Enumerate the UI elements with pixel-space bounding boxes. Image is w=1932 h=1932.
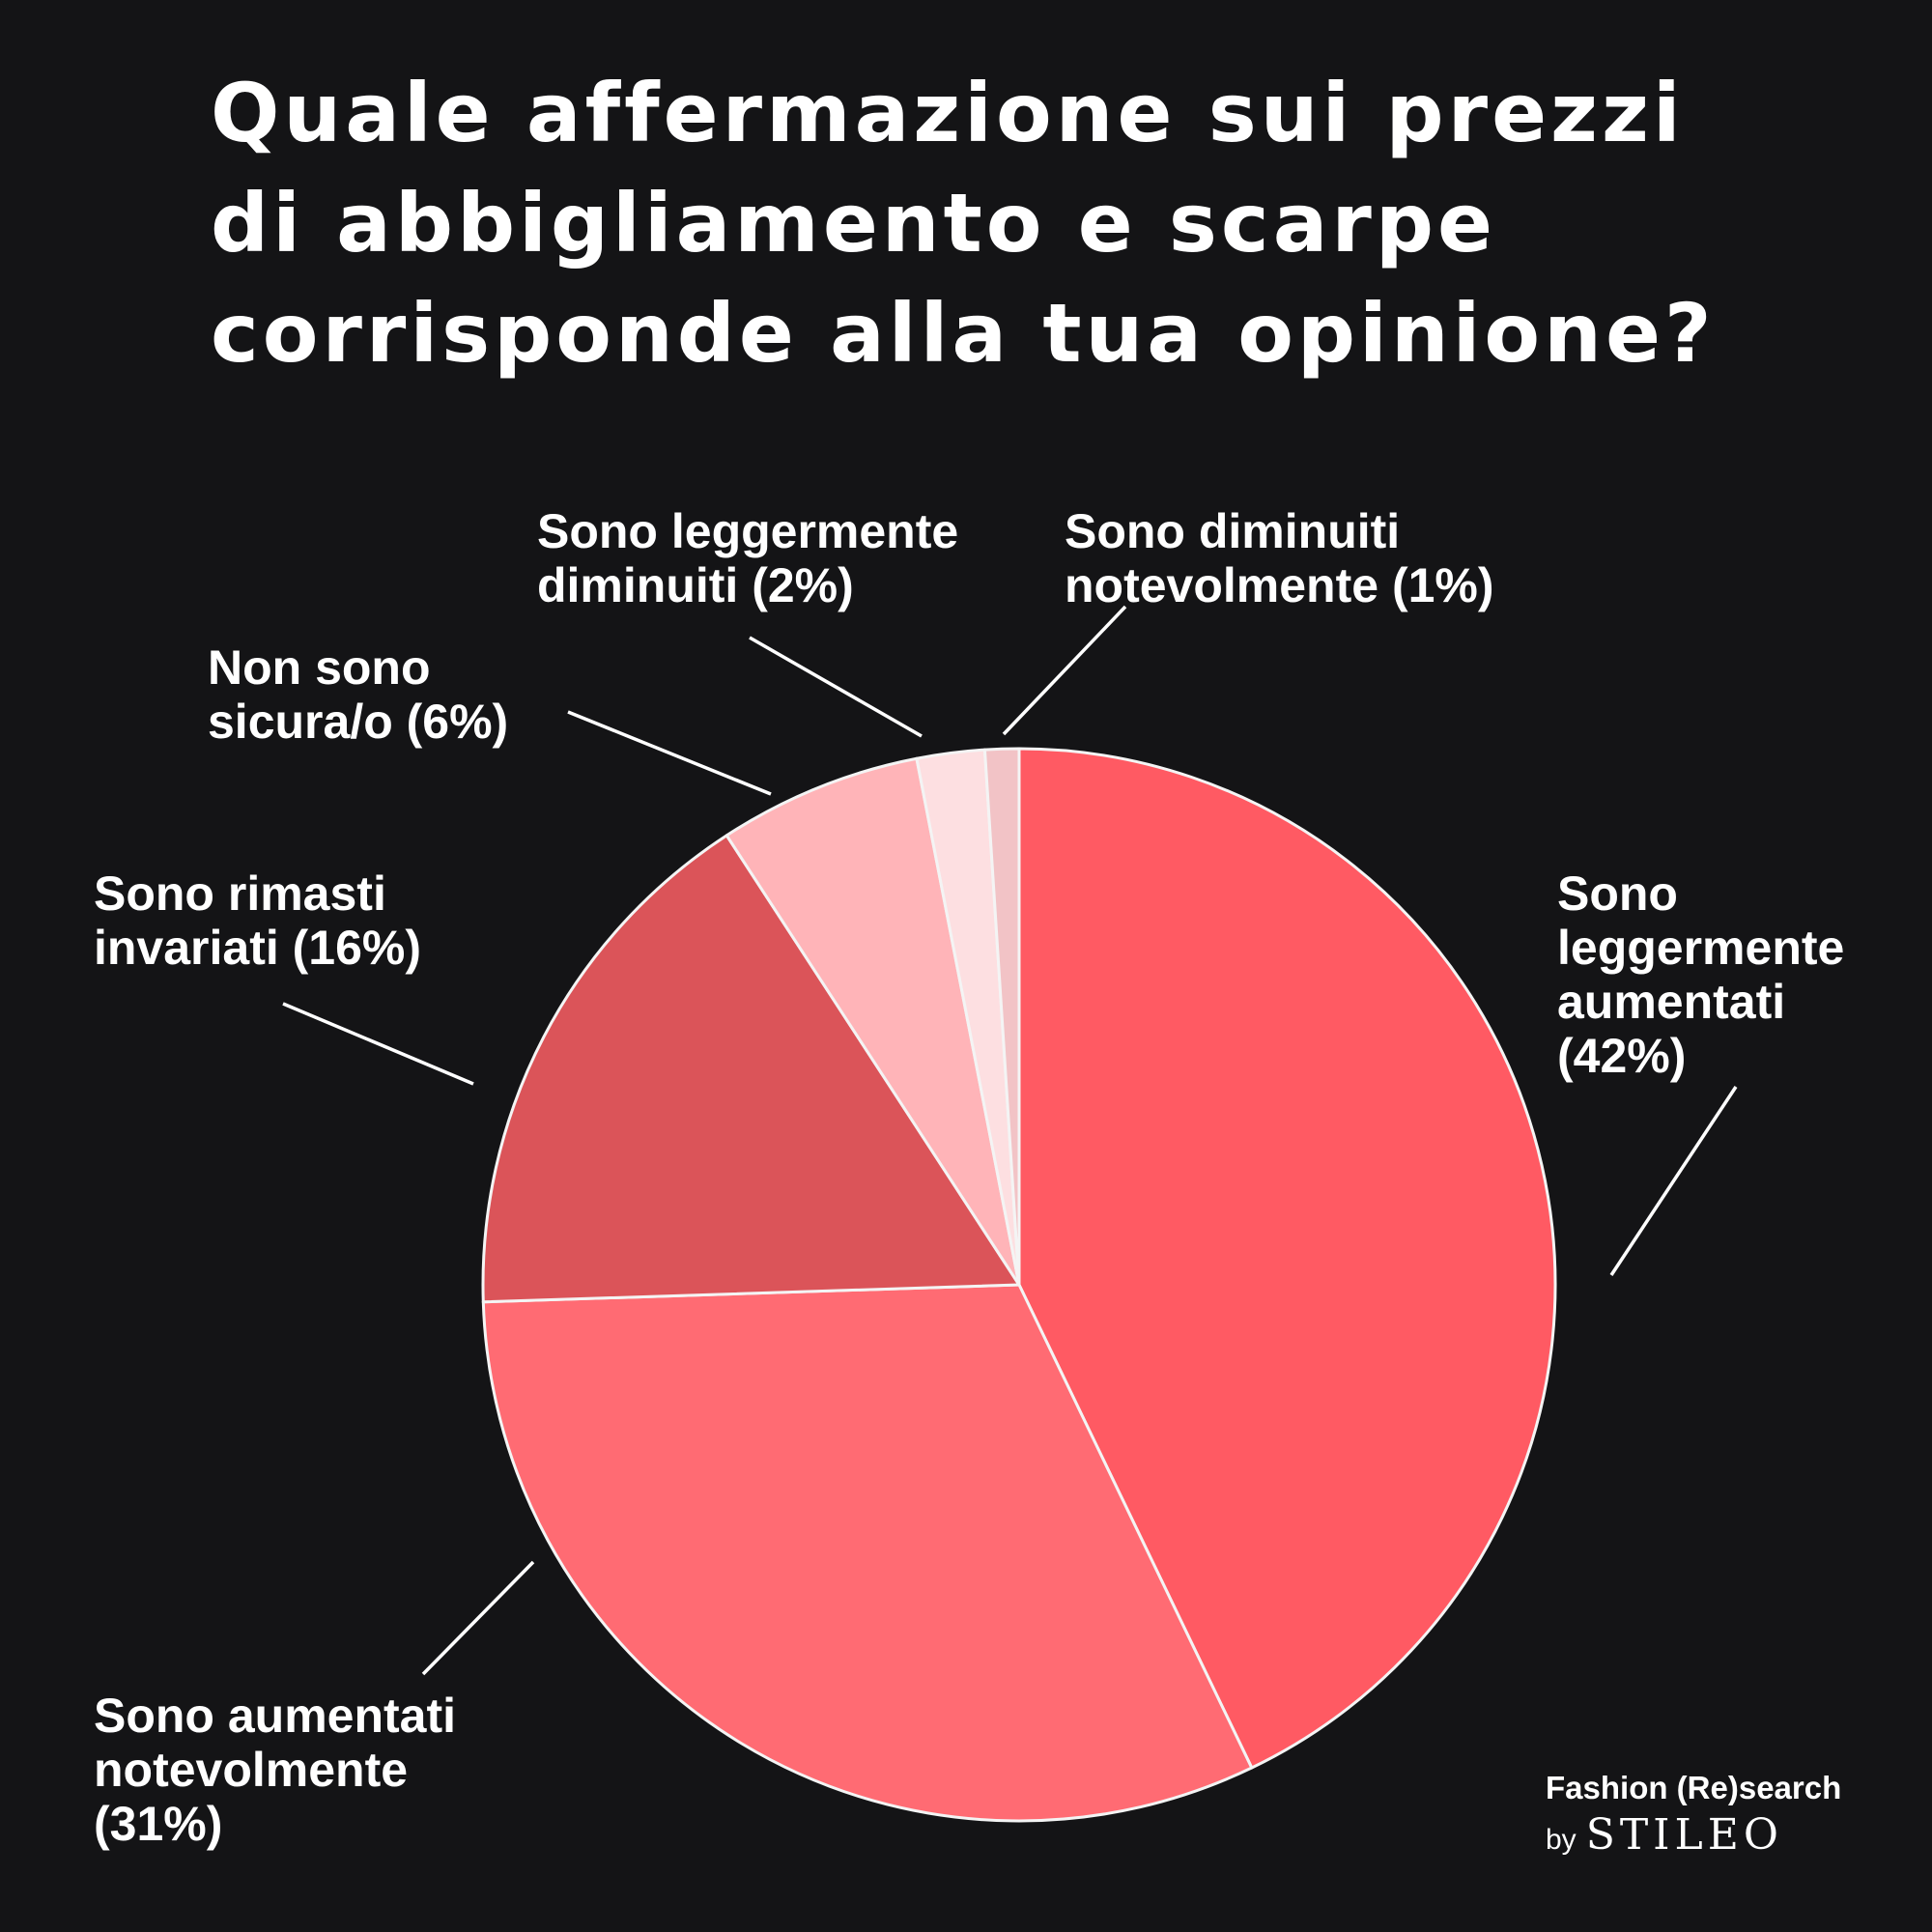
leader-line-leggermente-diminuiti bbox=[749, 636, 923, 738]
slice-label-line: Sono rimasti bbox=[94, 867, 386, 921]
pie-slice-aumentati-notevolmente bbox=[481, 1283, 1254, 1823]
slice-label-aumentati-notevolmente: Sono aumentati notevolmente (31%) bbox=[94, 1689, 456, 1851]
leader-line-aumentati-notevolmente bbox=[421, 1560, 535, 1676]
slice-label-line: Sono bbox=[1557, 867, 1678, 921]
pie-slice-diminuiti-notevolmente bbox=[982, 747, 1021, 1287]
slice-label-line: (42%) bbox=[1557, 1029, 1686, 1083]
slice-label-leggermente-aumentati: Sono leggermente aumentati (42%) bbox=[1557, 867, 1844, 1083]
leader-line-diminuiti-notevolmente bbox=[1002, 605, 1127, 736]
slice-label-line: notevolmente bbox=[94, 1743, 408, 1797]
slice-label-line: sicura/o (6%) bbox=[208, 695, 508, 749]
slice-label-line: (31%) bbox=[94, 1797, 222, 1851]
slice-label-line: aumentati bbox=[1557, 975, 1785, 1029]
chart-title: Quale affermazione sui prezzi di abbigli… bbox=[211, 66, 1716, 381]
slice-label-line: notevolmente (1%) bbox=[1065, 558, 1494, 612]
slice-label-line: leggermente bbox=[1557, 921, 1844, 975]
pie-slice-rimasti-invariati bbox=[481, 834, 1021, 1304]
slice-label-non-sono-sicuro: Non sono sicura/o (6%) bbox=[208, 640, 508, 749]
slice-label-rimasti-invariati: Sono rimasti invariati (16%) bbox=[94, 867, 421, 975]
slice-label-line: Non sono bbox=[208, 640, 431, 695]
brand-logo: Fashion (Re)search by STILEO bbox=[1546, 1770, 1841, 1860]
slice-label-diminuiti-notevolmente: Sono diminuiti notevolmente (1%) bbox=[1065, 504, 1494, 612]
slice-labels: Sono leggermente aumentati (42%)Sono aument… bbox=[94, 504, 1844, 1851]
brand-byline: by STILEO bbox=[1546, 1810, 1841, 1860]
brand-title: Fashion (Re)search bbox=[1546, 1770, 1842, 1805]
leader-line-rimasti-invariati bbox=[282, 1002, 474, 1086]
pie-slice-leggermente-aumentati bbox=[1017, 747, 1557, 1770]
leader-lines bbox=[282, 605, 1738, 1676]
leader-line-non-sono-sicuro bbox=[567, 710, 772, 796]
leader-line-leggermente-aumentati bbox=[1609, 1086, 1738, 1276]
slice-label-line: invariati (16%) bbox=[94, 921, 421, 975]
slice-label-line: Sono leggermente bbox=[537, 504, 958, 558]
slice-label-line: Sono diminuiti bbox=[1065, 504, 1400, 558]
brand-by: by bbox=[1546, 1824, 1577, 1856]
slice-label-line: diminuiti (2%) bbox=[537, 558, 854, 612]
brand-name: STILEO bbox=[1585, 1810, 1783, 1860]
slice-label-leggermente-diminuiti: Sono leggermente diminuiti (2%) bbox=[537, 504, 958, 612]
pie-slices bbox=[481, 747, 1557, 1823]
pie-slice-non-sono-sicuro bbox=[724, 756, 1021, 1287]
slice-label-line: Sono aumentati bbox=[94, 1689, 456, 1743]
